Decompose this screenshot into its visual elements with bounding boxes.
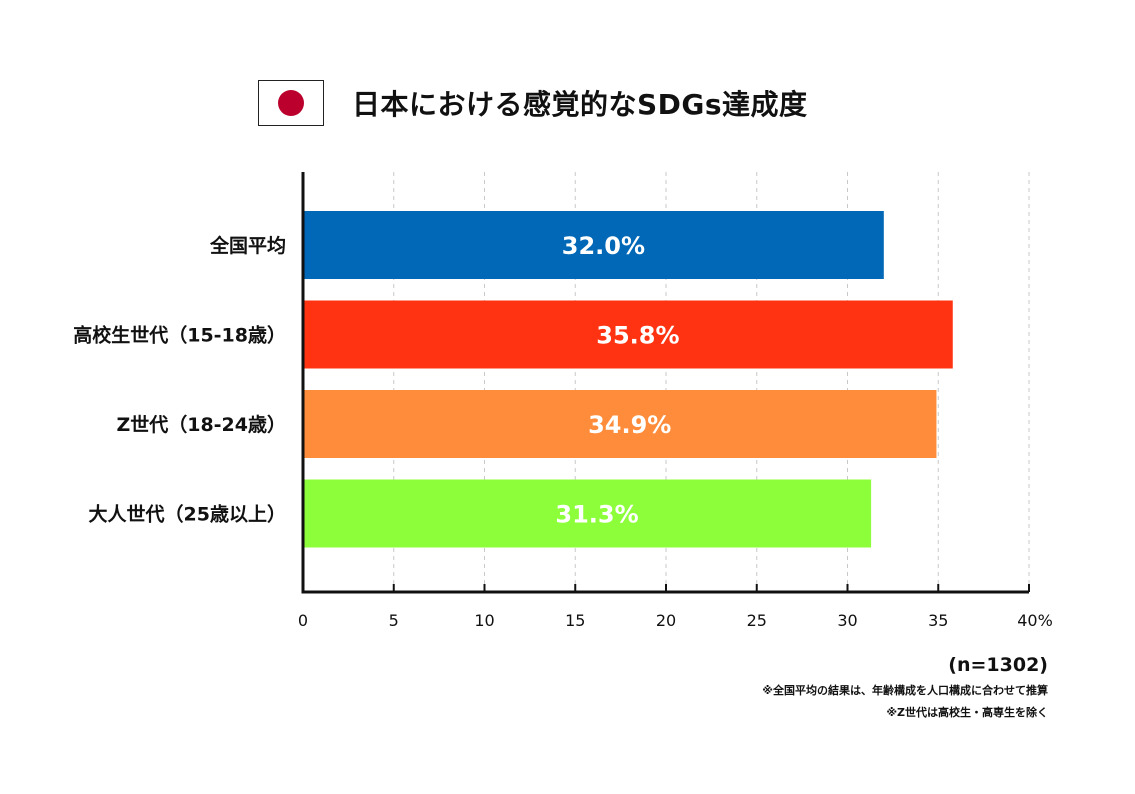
sample-size: (n=1302) — [948, 654, 1048, 676]
category-label: 全国平均 — [209, 234, 286, 257]
x-tick-label: 35 — [928, 611, 948, 630]
chart-title: 日本における感覚的なSDGs達成度 — [352, 88, 808, 121]
bar-value-label: 32.0% — [562, 232, 645, 260]
x-tick-label: 10 — [474, 611, 494, 630]
bar-value-label: 31.3% — [555, 501, 638, 529]
bar — [303, 211, 884, 279]
category-label: 高校生世代（15-18歳） — [73, 324, 286, 347]
chart-header: 日本における感覚的なSDGs達成度 — [258, 78, 808, 128]
x-tick-label: 5 — [389, 611, 399, 630]
x-tick-label: 20 — [656, 611, 676, 630]
category-label: Z世代（18-24歳） — [116, 413, 286, 436]
bar — [303, 479, 872, 548]
bar-value-label: 35.8% — [596, 322, 679, 350]
x-tick-label: 15 — [565, 611, 585, 630]
flag-disc — [278, 90, 304, 116]
bar-value-label: 34.9% — [588, 411, 671, 439]
footnote-1: ※全国平均の結果は、年齢構成を人口構成に合わせて推算 — [762, 684, 1048, 697]
category-label: 大人世代（25歳以上） — [89, 503, 286, 526]
x-tick-label: 30 — [837, 611, 857, 630]
x-tick-label: 25 — [747, 611, 767, 630]
x-tick-label: 40% — [1017, 611, 1053, 630]
bar — [303, 390, 937, 458]
bar — [303, 300, 953, 369]
footnotes: (n=1302) ※全国平均の結果は、年齢構成を人口構成に合わせて推算 ※Z世代… — [762, 654, 1048, 724]
japan-flag-icon — [258, 80, 324, 126]
footnote-2: ※Z世代は高校生・高専生を除く — [886, 706, 1048, 719]
x-tick-label: 0 — [298, 611, 308, 630]
